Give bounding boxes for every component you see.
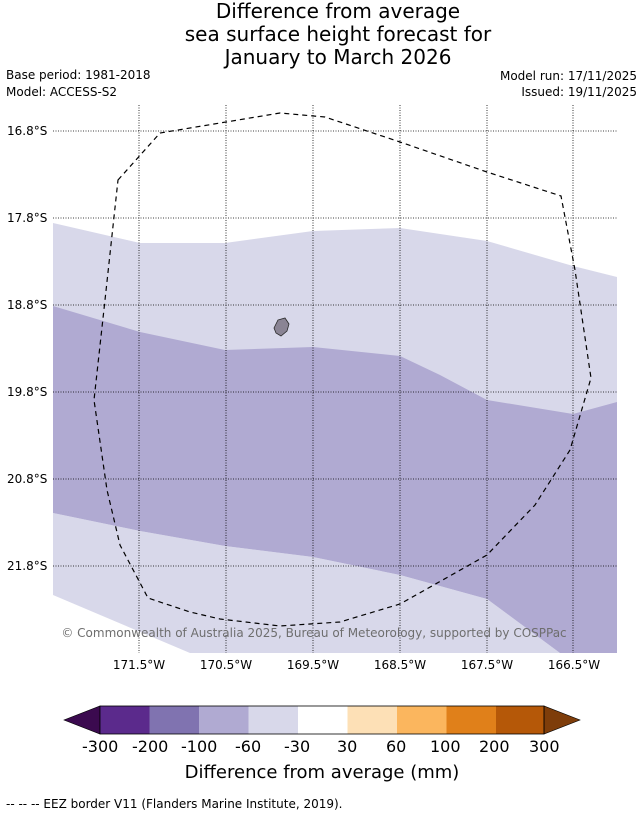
colorbar-frame bbox=[99, 705, 545, 735]
lat-label: 18.8°S bbox=[7, 298, 47, 312]
colorbar-swatch bbox=[149, 706, 199, 734]
base-period: Base period: 1981-2018 bbox=[6, 68, 151, 82]
model-run: Model run: 17/11/2025 bbox=[499, 69, 637, 83]
colorbar-label: -60 bbox=[235, 737, 262, 756]
colorbar-swatch bbox=[446, 706, 496, 734]
island-niue bbox=[273, 317, 290, 337]
lon-label: 170.5°W bbox=[200, 658, 252, 672]
lat-label: 16.8°S bbox=[7, 124, 47, 138]
colorbar-label: 300 bbox=[529, 737, 560, 756]
issued-date: Issued: 19/11/2025 bbox=[521, 85, 637, 99]
map-title: Difference from average sea surface heig… bbox=[0, 0, 644, 69]
colorbar-label: -100 bbox=[181, 737, 218, 756]
lat-label: 17.8°S bbox=[7, 211, 47, 225]
colorbar-title: Difference from average (mm) bbox=[184, 762, 460, 783]
title-line-3: January to March 2026 bbox=[224, 45, 452, 69]
colorbar-label: -300 bbox=[82, 737, 119, 756]
colorbar-swatch bbox=[496, 706, 544, 734]
anomaly-band-light-lower bbox=[53, 513, 560, 653]
colorbar-swatch bbox=[199, 706, 249, 734]
title-line-1: Difference from average bbox=[215, 0, 461, 23]
title-line-2: sea surface height forecast for bbox=[184, 22, 492, 46]
colorbar-swatch bbox=[347, 706, 397, 734]
lon-label: 168.5°W bbox=[374, 658, 426, 672]
colorbar-swatch bbox=[298, 706, 348, 734]
colorbar-swatch bbox=[397, 706, 447, 734]
lon-label: 169.5°W bbox=[287, 658, 339, 672]
colorbar-swatch bbox=[100, 706, 150, 734]
colorbar-label: 100 bbox=[430, 737, 461, 756]
eez-border bbox=[93, 112, 592, 627]
copyright-text: © Commonwealth of Australia 2025, Bureau… bbox=[61, 626, 566, 640]
anomaly-band-neutral bbox=[53, 595, 190, 653]
lon-label: 166.5°W bbox=[548, 658, 600, 672]
lon-label: 171.5°W bbox=[113, 658, 165, 672]
eez-footnote: -- -- -- EEZ border V11 (Flanders Marine… bbox=[6, 797, 343, 811]
colorbar-label: 30 bbox=[337, 737, 358, 756]
colorbar-label: -30 bbox=[284, 737, 311, 756]
model-name: Model: ACCESS-S2 bbox=[6, 85, 118, 99]
colorbar-label: 60 bbox=[386, 737, 407, 756]
lat-label: 19.8°S bbox=[7, 385, 47, 399]
colorbar bbox=[63, 705, 581, 735]
colorbar-extend-low bbox=[63, 705, 101, 735]
lat-label: 20.8°S bbox=[7, 472, 47, 486]
graticule bbox=[53, 105, 617, 653]
colorbar-swatch bbox=[248, 706, 298, 734]
colorbar-label: 200 bbox=[479, 737, 510, 756]
lat-label: 21.8°S bbox=[7, 559, 47, 573]
colorbar-label: -200 bbox=[132, 737, 169, 756]
lon-label: 167.5°W bbox=[461, 658, 513, 672]
colorbar-extend-high bbox=[543, 705, 581, 735]
